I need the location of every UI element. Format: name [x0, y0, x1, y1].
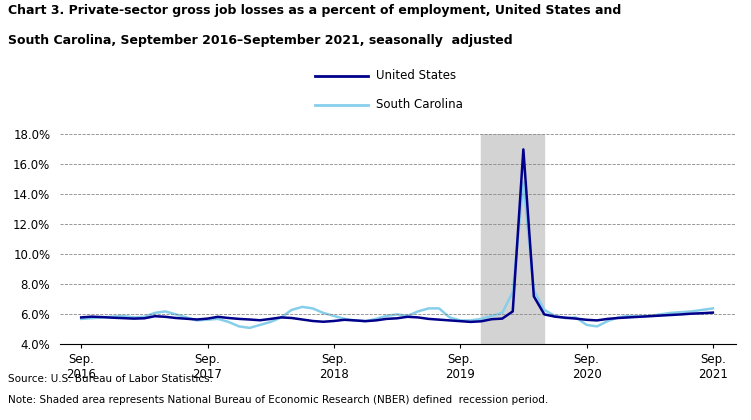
Text: South Carolina, September 2016–September 2021, seasonally  adjusted: South Carolina, September 2016–September… — [8, 34, 512, 47]
Text: Note: Shaded area represents National Bureau of Economic Research (NBER) defined: Note: Shaded area represents National Bu… — [8, 395, 547, 405]
Bar — [481, 134, 544, 344]
Text: Chart 3. Private-sector gross job losses as a percent of employment, United Stat: Chart 3. Private-sector gross job losses… — [8, 4, 621, 17]
Text: United States: United States — [376, 69, 456, 82]
Text: South Carolina: South Carolina — [376, 99, 463, 111]
Text: Source: U.S. Bureau of Labor Statistics.: Source: U.S. Bureau of Labor Statistics. — [8, 374, 213, 384]
